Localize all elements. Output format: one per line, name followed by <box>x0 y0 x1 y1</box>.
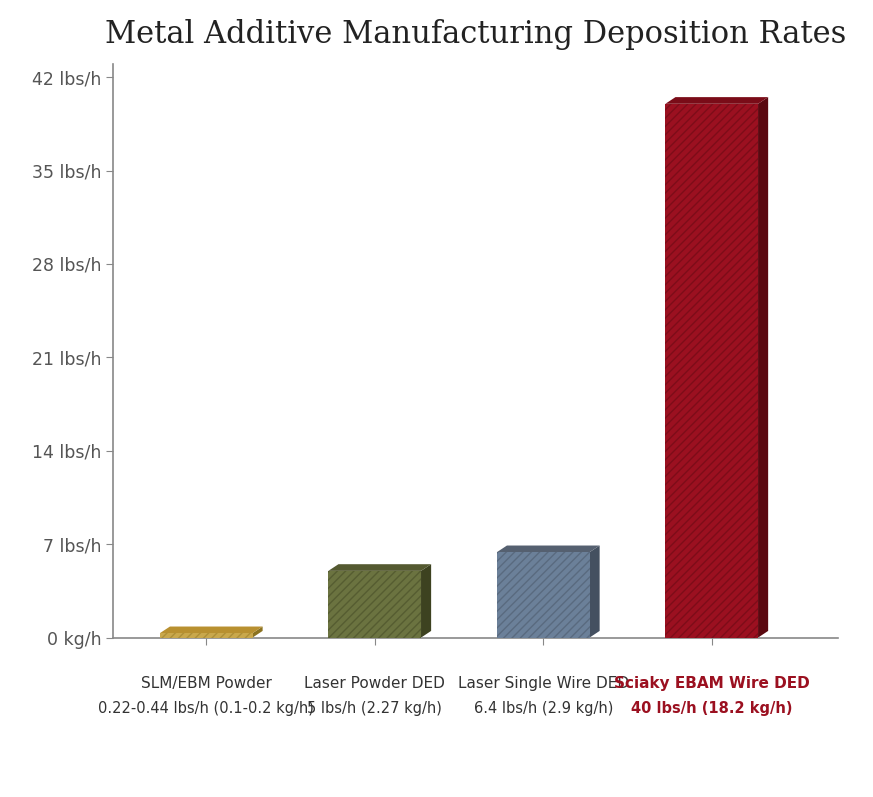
Bar <box>497 552 589 638</box>
Bar <box>497 552 589 638</box>
Bar <box>665 104 758 638</box>
Bar <box>328 571 421 638</box>
Polygon shape <box>328 564 431 571</box>
Text: 6.4 lbs/h (2.9 kg/h): 6.4 lbs/h (2.9 kg/h) <box>473 701 613 717</box>
Text: Laser Single Wire DED: Laser Single Wire DED <box>457 677 629 692</box>
Text: Laser Powder DED: Laser Powder DED <box>305 677 445 692</box>
Polygon shape <box>497 545 600 552</box>
Bar <box>160 633 252 638</box>
Text: 0.22-0.44 lbs/h (0.1-0.2 kg/h): 0.22-0.44 lbs/h (0.1-0.2 kg/h) <box>99 701 314 717</box>
Text: Sciaky EBAM Wire DED: Sciaky EBAM Wire DED <box>614 677 809 692</box>
Polygon shape <box>758 97 768 638</box>
Polygon shape <box>589 545 600 638</box>
Text: 40 lbs/h (18.2 kg/h): 40 lbs/h (18.2 kg/h) <box>631 701 793 717</box>
Polygon shape <box>160 626 263 633</box>
Polygon shape <box>252 626 263 638</box>
Bar <box>160 633 252 638</box>
Title: Metal Additive Manufacturing Deposition Rates: Metal Additive Manufacturing Deposition … <box>105 19 847 50</box>
Text: SLM/EBM Powder: SLM/EBM Powder <box>141 677 272 692</box>
Bar <box>328 571 421 638</box>
Text: 5 lbs/h (2.27 kg/h): 5 lbs/h (2.27 kg/h) <box>307 701 442 717</box>
Polygon shape <box>421 564 431 638</box>
Bar <box>665 104 758 638</box>
Polygon shape <box>665 97 768 104</box>
